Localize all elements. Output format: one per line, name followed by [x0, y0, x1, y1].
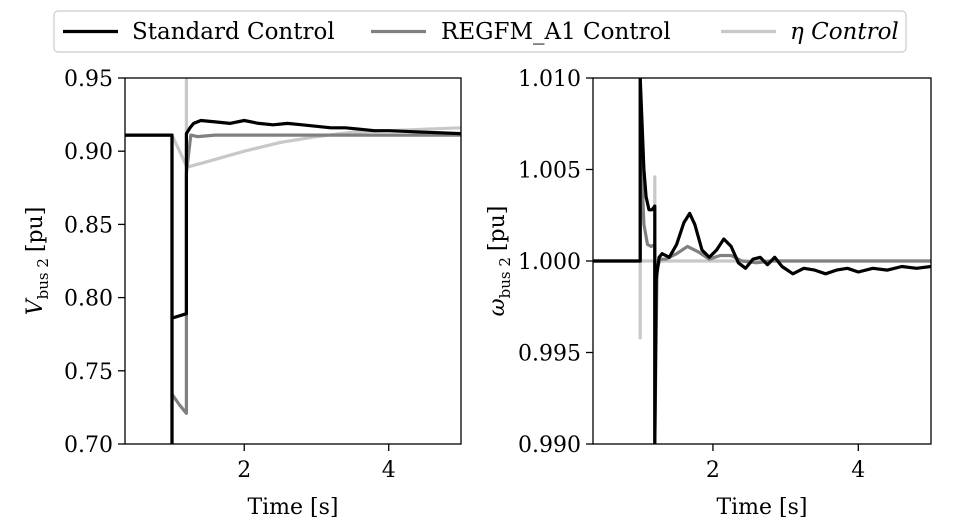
legend-label-standard: Standard Control: [132, 19, 335, 45]
voltage-series-1: [125, 133, 461, 444]
voltage-series-0: [125, 118, 461, 444]
legend-label-eta: η Control: [790, 19, 899, 45]
frequency-series-0: [593, 78, 931, 444]
voltage-x-tick-label: 4: [382, 458, 396, 483]
frequency-y-tick-label: 1.010: [518, 67, 581, 92]
voltage-x-axis-label: Time [s]: [247, 495, 338, 520]
frequency-chart: 2 4 0.990 0.995 1.000 1.005 1.010 Time [s] ωbu…: [485, 67, 932, 520]
legend-label-regfm: REGFM_A1 Control: [441, 19, 671, 45]
voltage-series-group: [125, 78, 461, 444]
voltage-y-tick-label: 0.90: [64, 140, 113, 165]
frequency-x-axis-label: Time [s]: [716, 495, 807, 520]
frequency-y-axis-label-subscript: bus 2: [496, 257, 514, 298]
voltage-chart: 2 4 0.70 0.75 0.80 0.85 0.90 0.95 Time [s] Vbus…: [23, 67, 462, 520]
voltage-axis-ticks: 2 4 0.70 0.75 0.80 0.85 0.90 0.95: [64, 67, 396, 483]
voltage-y-axis-label-main: V: [23, 297, 48, 315]
voltage-y-tick-label: 0.70: [64, 433, 113, 458]
voltage-y-tick-label: 0.80: [64, 287, 113, 312]
voltage-y-axis-label: Vbus 2 [pu]: [23, 207, 52, 316]
voltage-y-axis-label-unit: [pu]: [23, 207, 48, 252]
frequency-y-axis-label-main: ω: [485, 298, 510, 316]
frequency-y-tick-label: 1.000: [518, 250, 581, 275]
frequency-x-tick-label: 4: [851, 458, 865, 483]
frequency-series-group: [593, 78, 931, 444]
frequency-x-tick-label: 2: [706, 458, 720, 483]
frequency-series-1: [593, 78, 931, 444]
voltage-y-tick-label: 0.95: [64, 67, 113, 92]
frequency-y-tick-label: 0.990: [518, 433, 581, 458]
legend-frame: [53, 10, 907, 53]
legend: Standard Control REGFM_A1 Control η Cont…: [53, 10, 907, 53]
frequency-y-tick-label: 1.005: [518, 159, 581, 184]
voltage-y-tick-label: 0.75: [64, 360, 113, 385]
voltage-y-tick-label: 0.85: [64, 213, 113, 238]
voltage-plot-frame: [124, 77, 462, 445]
voltage-y-axis-label-subscript: bus 2: [34, 258, 52, 299]
voltage-x-tick-label: 2: [237, 458, 251, 483]
frequency-y-axis-label: ωbus 2 [pu]: [485, 206, 514, 317]
frequency-axis-ticks: 2 4 0.990 0.995 1.000 1.005 1.010: [518, 67, 865, 483]
frequency-y-tick-label: 0.995: [518, 342, 581, 367]
frequency-y-axis-label-unit: [pu]: [485, 206, 510, 251]
